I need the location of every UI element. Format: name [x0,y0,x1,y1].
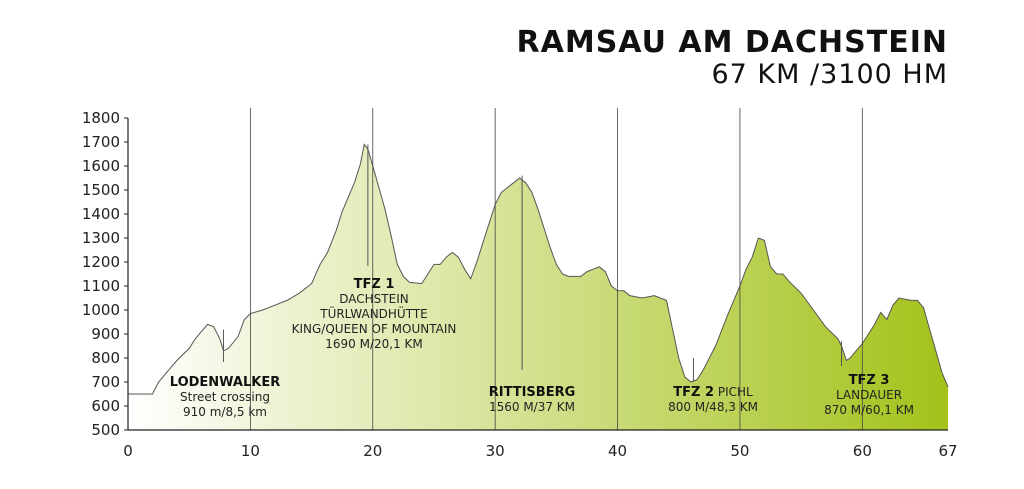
y-tick-label: 1400 [82,205,120,223]
annotation-line: 870 M/60,1 KM [824,403,914,417]
y-tick-label: 700 [91,373,120,391]
annotation-title: RITTISBERG [489,385,576,400]
y-tick-label: 900 [91,325,120,343]
chart-title-block: RAMSAU AM DACHSTEIN 67 KM /3100 HM [517,26,948,90]
chart-title: RAMSAU AM DACHSTEIN [516,25,948,60]
chart-subtitle: 67 KM /3100 HM [711,59,948,90]
x-tick-label: 40 [608,442,627,460]
annotation-line: TÜRLWANDHÜTTE [319,305,428,321]
x-tick-label: 50 [730,442,749,460]
annotation-line: DACHSTEIN [339,292,408,306]
x-tick-label: 60 [853,442,872,460]
x-tick-label: 0 [123,442,133,460]
annotation-line: 1560 M/37 KM [489,400,575,414]
annotation-line: 800 M/48,3 KM [668,400,758,414]
annotation-line: Street crossing [180,390,270,404]
elevation-line [128,143,949,395]
y-tick-label: 1700 [82,133,120,151]
annotation-line: LANDAUER [836,388,902,402]
y-tick-label: 500 [91,421,120,439]
y-tick-label: 1300 [82,229,120,247]
x-tick-label: 67 [938,442,957,460]
x-tick-label: 10 [241,442,260,460]
y-tick-label: 600 [91,397,120,415]
y-tick-label: 1200 [82,253,120,271]
annotation-title: TFZ 2 PICHL [673,385,753,400]
y-tick-label: 1000 [82,301,120,319]
annotation-line: 910 m/8,5 km [183,405,267,419]
annotation-line: 1690 M/20,1 KM [325,337,423,351]
annotation-title: TFZ 3 [849,373,890,388]
y-tick-label: 1100 [82,277,120,295]
y-tick-label: 1800 [82,109,120,127]
annotation-title: LODENWALKER [170,375,281,390]
elevation-area [128,144,948,430]
y-tick-label: 1600 [82,157,120,175]
y-tick-label: 800 [91,349,120,367]
annotation-title-suffix: PICHL [714,385,753,399]
annotation-title: TFZ 1 [354,277,395,292]
y-tick-label: 1500 [82,181,120,199]
annotation-line: KING/QUEEN OF MOUNTAIN [292,322,457,336]
x-tick-label: 20 [363,442,382,460]
x-tick-label: 30 [486,442,505,460]
